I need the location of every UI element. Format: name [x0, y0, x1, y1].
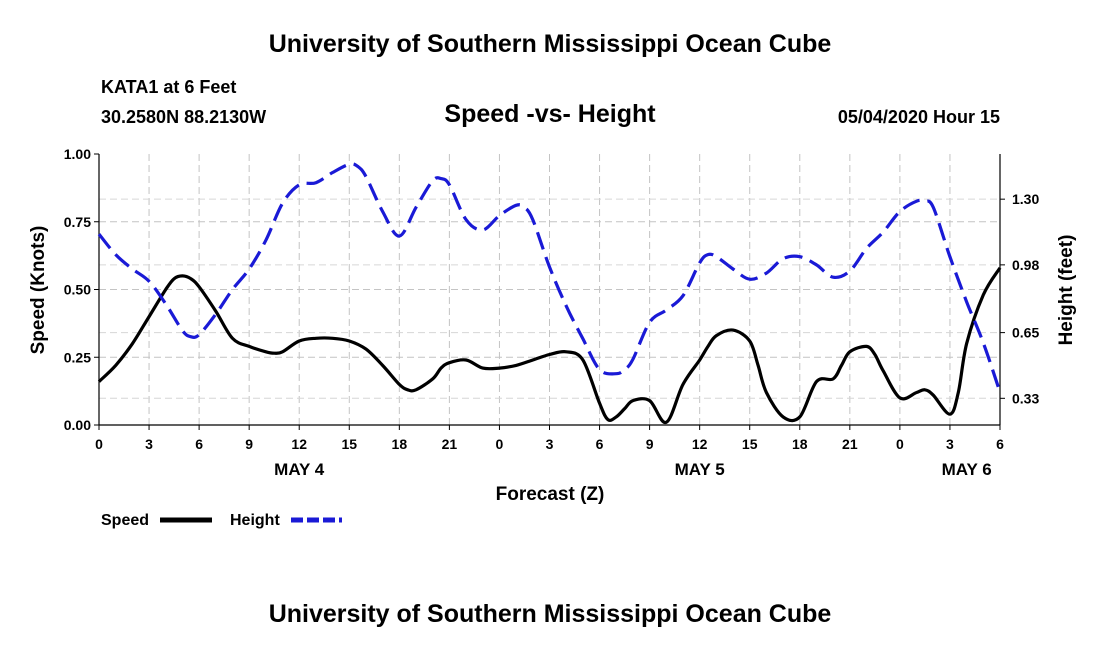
x-tick-label: 6 [195, 436, 203, 452]
y-tick-label: 0.00 [64, 417, 91, 433]
x-tick-label: 3 [546, 436, 554, 452]
y-axis-ticks: 0.00 0.25 0.50 0.75 1.00 [64, 146, 99, 433]
y-tick-label: 0.25 [64, 349, 91, 365]
legend: Speed Height [101, 512, 342, 529]
day-labels: MAY 4 MAY 5 MAY 6 [274, 460, 992, 479]
chart-subtitle: Speed -vs- Height [444, 100, 656, 128]
coordinates-label: 30.2580N 88.2130W [101, 107, 267, 127]
x-axis-label: Forecast (Z) [496, 484, 605, 505]
y-tick-label: 0.50 [64, 282, 91, 298]
series-layer [97, 162, 1002, 424]
y2-tick-label: 0.65 [1012, 325, 1039, 341]
height-series-line [97, 162, 1002, 393]
y-axis-label: Speed (Knots) [28, 226, 49, 355]
y-tick-label: 0.75 [64, 214, 91, 230]
y2-tick-label: 0.98 [1012, 257, 1039, 273]
datestamp-label: 05/04/2020 Hour 15 [837, 107, 1000, 127]
x-tick-label: 15 [341, 436, 357, 452]
x-tick-label: 12 [692, 436, 708, 452]
x-tick-label: 18 [792, 436, 808, 452]
station-label: KATA1 at 6 Feet [101, 77, 237, 97]
x-tick-label: 3 [946, 436, 954, 452]
x-tick-label: 6 [596, 436, 604, 452]
main-title: University of Southern Mississippi Ocean… [268, 30, 832, 58]
y2-tick-label: 0.33 [1012, 390, 1039, 406]
y2-tick-label: 1.30 [1012, 191, 1039, 207]
y2-axis-ticks: 0.33 0.65 0.98 1.30 [1000, 191, 1039, 406]
x-tick-label: 9 [245, 436, 253, 452]
y2-axis-label: Height (feet) [1056, 235, 1077, 346]
x-tick-label: 0 [896, 436, 904, 452]
day-label: MAY 6 [942, 460, 992, 479]
x-axis-ticks: 0 3 6 9 12 15 18 21 0 3 6 9 12 15 18 21 0 3 6 [95, 425, 1004, 452]
x-tick-label: 15 [742, 436, 758, 452]
x-tick-label: 0 [496, 436, 504, 452]
x-tick-label: 3 [145, 436, 153, 452]
x-tick-label: 21 [442, 436, 458, 452]
legend-label-height: Height [230, 512, 280, 529]
x-tick-label: 6 [996, 436, 1004, 452]
legend-label-speed: Speed [101, 512, 149, 529]
speed-series-line [97, 266, 1002, 424]
grid-lines [99, 154, 1000, 425]
day-label: MAY 4 [274, 460, 325, 479]
footer-title: University of Southern Mississippi Ocean… [268, 600, 832, 628]
x-tick-label: 12 [291, 436, 307, 452]
x-tick-label: 9 [646, 436, 654, 452]
day-label: MAY 5 [675, 460, 725, 479]
x-tick-label: 21 [842, 436, 858, 452]
x-tick-label: 18 [392, 436, 408, 452]
x-tick-label: 0 [95, 436, 103, 452]
y-tick-label: 1.00 [64, 146, 91, 162]
